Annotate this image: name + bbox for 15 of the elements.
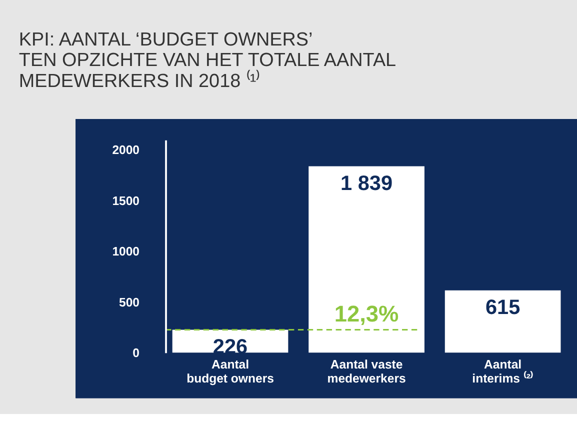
x-tick-label: Aantal budget owners: [186, 357, 274, 386]
y-tick-label: 0: [132, 346, 140, 360]
y-tick-label: 2000: [112, 143, 140, 158]
x-tick-label: Aantal vaste medewerkers: [327, 357, 406, 386]
bar: [444, 290, 561, 353]
data-label: 615: [485, 296, 520, 319]
data-label: 226: [212, 335, 248, 358]
y-tick-label: 1500: [112, 194, 140, 208]
y-tick-label: 500: [119, 295, 140, 310]
annotation: 12,3%: [334, 300, 399, 326]
chart-title: KPI: AANTAL ‘BUDGET OWNERS’ TEN OPZICHTE VAN HET TOTALE AANTAL MEDEWERKERS IN 2018 ⁽¹⁾: [18, 29, 396, 92]
data-label: 1 839: [340, 172, 393, 195]
x-tick-label: Aantal interims ⁽²⁾: [472, 357, 534, 386]
bar: [308, 166, 424, 353]
y-tick-label: 1000: [112, 244, 140, 259]
